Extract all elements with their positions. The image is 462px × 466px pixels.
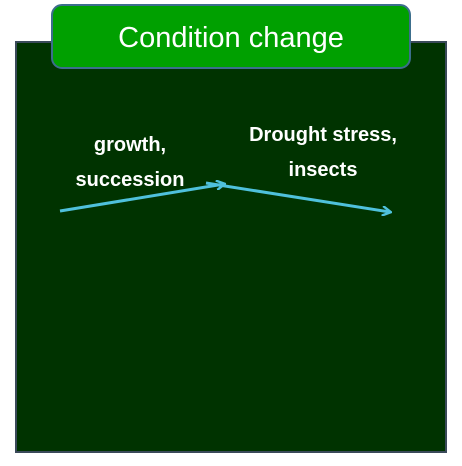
title: Condition change (118, 22, 344, 54)
label-line: growth, (94, 134, 166, 156)
arrow (205, 181, 390, 212)
label-line: Drought stress, (249, 124, 397, 146)
panel (15, 41, 447, 453)
title-box (51, 4, 411, 69)
label-line: insects (289, 159, 358, 181)
label-line: succession (76, 169, 185, 191)
arrow (59, 184, 224, 213)
